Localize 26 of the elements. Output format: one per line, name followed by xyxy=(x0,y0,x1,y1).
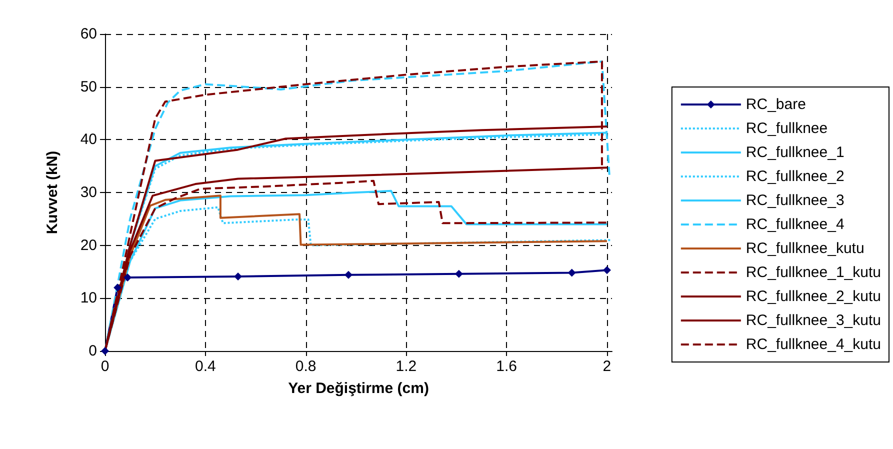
legend-label: RC_fullknee_1 xyxy=(746,144,844,161)
y-tick-label: 10 xyxy=(80,290,97,307)
legend-label: RC_fullknee_2_kutu xyxy=(746,288,882,305)
legend-label: RC_bare xyxy=(746,96,806,113)
y-axis-title: Kuvvet (kN) xyxy=(44,150,61,234)
legend-label: RC_fullknee_4 xyxy=(746,216,844,233)
y-tick-label: 20 xyxy=(80,236,97,254)
x-axis-title: Yer Değiştirme (cm) xyxy=(288,380,429,397)
legend-label: RC_fullknee xyxy=(746,120,828,137)
y-tick-label: 60 xyxy=(80,26,97,42)
x-tick-label: 0.4 xyxy=(194,358,216,375)
legend-label: RC_fullknee_3_kutu xyxy=(746,312,882,329)
y-tick-label: 30 xyxy=(80,184,97,201)
x-tick-label: 1.2 xyxy=(396,358,417,375)
y-tick-label: 40 xyxy=(80,131,97,148)
x-tick-label: 0 xyxy=(100,358,110,375)
x-tick-label: 1.6 xyxy=(496,358,518,375)
legend-label: RC_fullknee_3 xyxy=(746,192,844,209)
x-tick-label: 0.8 xyxy=(295,358,316,375)
legend-label: RC_fullknee_4_kutu xyxy=(746,336,882,353)
legend-label: RC_fullknee_2 xyxy=(746,168,844,185)
y-tick-label: 50 xyxy=(80,78,97,96)
legend-label: RC_fullknee_kutu xyxy=(746,240,864,257)
y-tick-label: 0 xyxy=(88,342,97,360)
legend-label: RC_fullknee_1_kutu xyxy=(746,264,882,281)
x-tick-label: 2 xyxy=(602,358,612,375)
